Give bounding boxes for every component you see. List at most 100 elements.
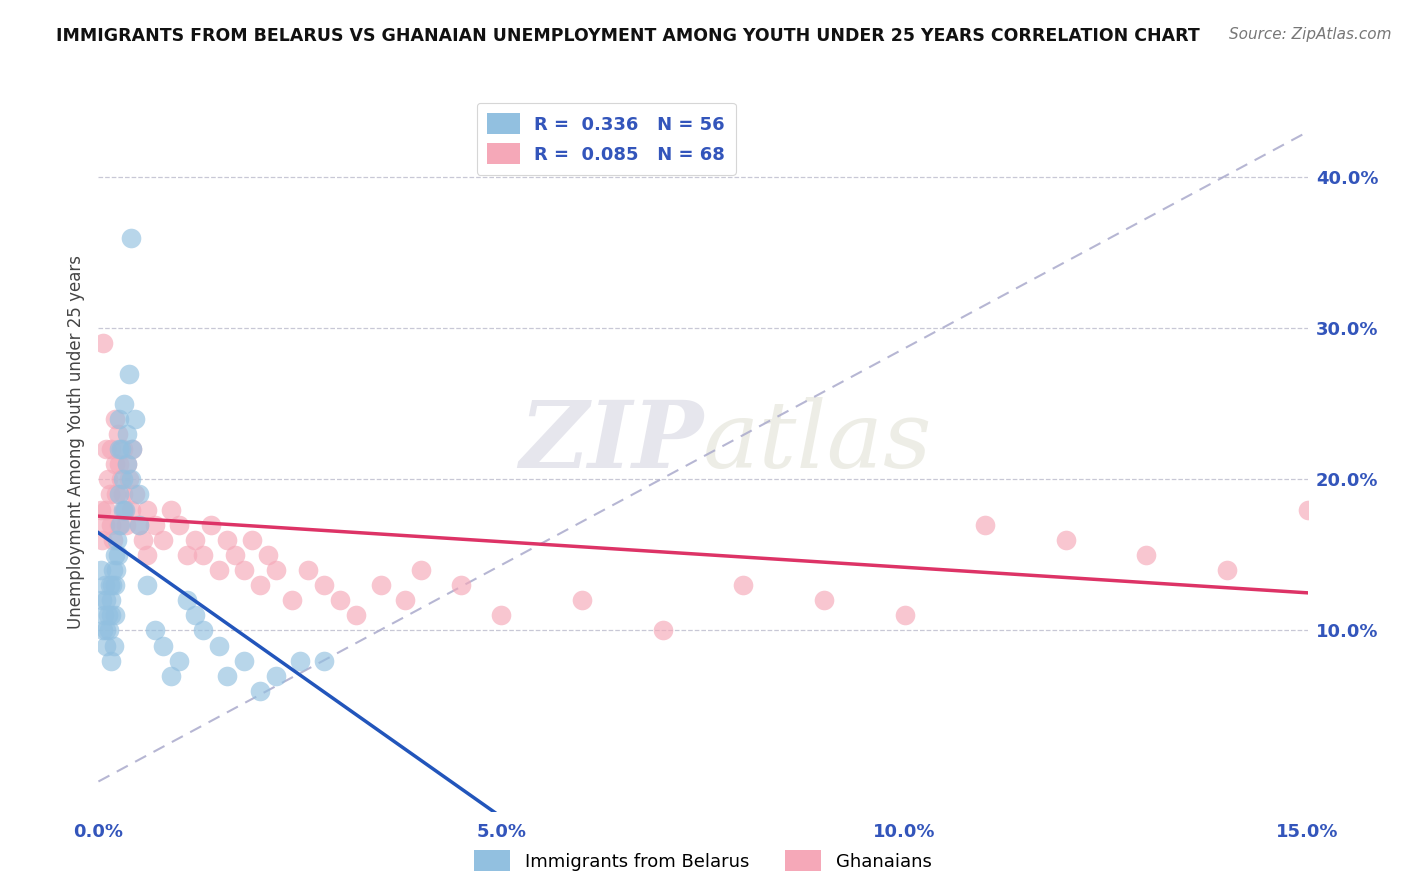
Point: [160, 669, 183, 683]
Point: [167, 517, 190, 532]
Point: [105, 533, 128, 547]
Point: [232, 654, 254, 668]
Point: [108, 487, 131, 501]
Point: [124, 412, 146, 426]
Point: [96, 639, 118, 653]
Point: [94, 624, 117, 638]
Point: [128, 487, 150, 501]
Point: [120, 230, 142, 244]
Point: [96, 502, 118, 516]
Point: [115, 427, 138, 442]
Point: [103, 639, 125, 653]
Point: [813, 593, 835, 607]
Point: [105, 563, 128, 577]
Point: [120, 472, 142, 486]
Point: [176, 593, 198, 607]
Point: [208, 563, 231, 577]
Point: [111, 487, 134, 501]
Legend: R =  0.336   N = 56, R =  0.085   N = 68: R = 0.336 N = 56, R = 0.085 N = 68: [477, 103, 735, 175]
Point: [111, 442, 134, 456]
Point: [224, 548, 246, 562]
Point: [160, 502, 183, 516]
Point: [111, 472, 134, 486]
Point: [93, 608, 115, 623]
Point: [208, 639, 231, 653]
Point: [135, 548, 157, 562]
Point: [344, 608, 367, 623]
Point: [1337, 487, 1360, 501]
Point: [1296, 502, 1319, 516]
Point: [124, 487, 146, 501]
Point: [450, 578, 472, 592]
Point: [107, 412, 129, 426]
Point: [91, 336, 114, 351]
Point: [103, 578, 125, 592]
Point: [152, 533, 174, 547]
Point: [132, 533, 155, 547]
Text: IMMIGRANTS FROM BELARUS VS GHANAIAN UNEMPLOYMENT AMONG YOUTH UNDER 25 YEARS CORR: IMMIGRANTS FROM BELARUS VS GHANAIAN UNEM…: [56, 27, 1199, 45]
Point: [97, 472, 120, 486]
Point: [103, 457, 125, 471]
Point: [143, 624, 166, 638]
Point: [128, 517, 150, 532]
Text: Source: ZipAtlas.com: Source: ZipAtlas.com: [1229, 27, 1392, 42]
Point: [101, 533, 124, 547]
Point: [100, 517, 122, 532]
Point: [96, 442, 118, 456]
Point: [288, 654, 311, 668]
Point: [97, 608, 120, 623]
Point: [135, 578, 157, 592]
Point: [249, 578, 271, 592]
Point: [107, 427, 129, 442]
Point: [101, 578, 124, 592]
Point: [112, 502, 135, 516]
Point: [1216, 563, 1239, 577]
Point: [121, 442, 143, 456]
Point: [733, 578, 755, 592]
Point: [135, 502, 157, 516]
Point: [314, 578, 336, 592]
Point: [370, 578, 392, 592]
Point: [94, 578, 117, 592]
Point: [100, 442, 122, 456]
Point: [264, 563, 287, 577]
Point: [117, 457, 139, 471]
Point: [256, 548, 278, 562]
Point: [108, 517, 131, 532]
Point: [394, 593, 416, 607]
Point: [98, 578, 121, 592]
Point: [893, 608, 915, 623]
Point: [176, 548, 198, 562]
Point: [121, 442, 143, 456]
Point: [90, 563, 112, 577]
Point: [152, 639, 174, 653]
Point: [571, 593, 593, 607]
Text: ZIP: ZIP: [519, 397, 703, 486]
Point: [97, 624, 120, 638]
Point: [120, 502, 142, 516]
Point: [107, 548, 129, 562]
Point: [167, 654, 190, 668]
Point: [297, 563, 319, 577]
Point: [91, 593, 114, 607]
Point: [110, 442, 132, 456]
Point: [118, 472, 141, 486]
Point: [107, 442, 129, 456]
Point: [974, 517, 997, 532]
Point: [96, 593, 118, 607]
Point: [98, 487, 121, 501]
Point: [117, 457, 139, 471]
Y-axis label: Unemployment Among Youth under 25 years: Unemployment Among Youth under 25 years: [66, 254, 84, 629]
Legend: Immigrants from Belarus, Ghanaians: Immigrants from Belarus, Ghanaians: [467, 843, 939, 879]
Point: [491, 608, 513, 623]
Point: [94, 517, 117, 532]
Point: [1054, 533, 1077, 547]
Point: [128, 517, 150, 532]
Point: [193, 624, 215, 638]
Point: [314, 654, 336, 668]
Point: [103, 608, 125, 623]
Point: [90, 502, 112, 516]
Point: [105, 487, 128, 501]
Point: [281, 593, 304, 607]
Point: [91, 533, 114, 547]
